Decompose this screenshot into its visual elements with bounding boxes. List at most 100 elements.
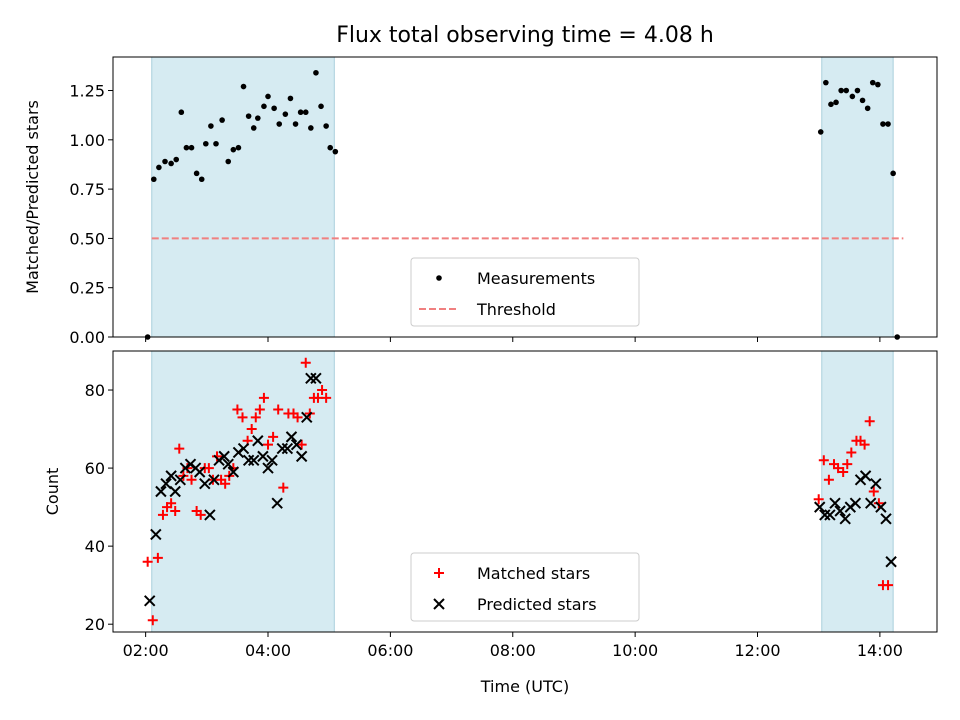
measurement-point bbox=[327, 144, 334, 151]
matched-star-point bbox=[186, 474, 197, 485]
predicted-star-point bbox=[290, 438, 303, 451]
measurement-point bbox=[188, 144, 195, 151]
predicted-star-point bbox=[193, 466, 206, 478]
y-tick-label: 1.00 bbox=[69, 131, 105, 150]
measurement-point bbox=[230, 146, 237, 153]
predicted-star-point bbox=[150, 528, 162, 541]
measurement-point bbox=[323, 123, 329, 129]
matched-star-point bbox=[254, 404, 265, 415]
matched-star-point bbox=[250, 412, 261, 423]
predicted-star-point bbox=[262, 462, 274, 474]
observing-window bbox=[151, 350, 335, 633]
predicted-star-point bbox=[295, 450, 308, 463]
legend: Matched stars Predicted stars bbox=[410, 552, 640, 622]
matched-star-point bbox=[813, 494, 824, 505]
predicted-star-point bbox=[834, 505, 846, 517]
y-tick-label: 0.00 bbox=[69, 328, 105, 347]
matched-star-point bbox=[174, 443, 185, 454]
measurement-point bbox=[208, 123, 214, 129]
y-tick-label: 0.25 bbox=[69, 279, 105, 298]
predicted-star-point bbox=[169, 485, 181, 498]
measurement-point bbox=[292, 121, 299, 127]
predicted-star-point bbox=[285, 431, 298, 443]
matched-star-point bbox=[842, 459, 853, 470]
predicted-star-point bbox=[227, 466, 240, 478]
predicted-star-point bbox=[880, 513, 892, 525]
measurement-point bbox=[198, 176, 205, 183]
predicted-star-point bbox=[252, 435, 264, 447]
measurement-point bbox=[332, 148, 339, 155]
legend-box bbox=[410, 257, 640, 327]
predicted-star-point bbox=[885, 556, 897, 568]
measurement-point bbox=[255, 115, 261, 121]
legend-label: Matched stars bbox=[477, 564, 590, 583]
x-tick-label: 10:00 bbox=[612, 641, 658, 660]
y-tick-label: 80 bbox=[85, 381, 105, 400]
measurement-point bbox=[318, 103, 324, 110]
y-axis-label: Count bbox=[43, 468, 62, 516]
measurement-point bbox=[859, 97, 866, 104]
matched-star-point bbox=[232, 404, 243, 415]
matched-star-point bbox=[864, 416, 875, 427]
measurement-point bbox=[828, 101, 834, 108]
measurement-point bbox=[890, 170, 896, 177]
matched-star-point bbox=[873, 498, 884, 509]
matched-star-point bbox=[220, 478, 231, 489]
measurement-point bbox=[265, 93, 271, 100]
matched-star-point bbox=[833, 463, 844, 474]
measurement-point bbox=[880, 121, 886, 127]
measurement-point bbox=[235, 144, 242, 151]
measurement-point bbox=[150, 176, 157, 183]
predicted-star-point bbox=[208, 474, 220, 486]
measurement-point bbox=[219, 117, 225, 123]
y-tick-label: 40 bbox=[85, 537, 105, 556]
measurement-point bbox=[308, 125, 314, 131]
matched-star-point bbox=[203, 463, 214, 474]
measurement-point bbox=[282, 111, 289, 117]
bottom-panel: 20 40 60 80 02:00 04:00 06:00 08:00 10:00 12:00 14… bbox=[43, 350, 938, 696]
measurement-point bbox=[183, 144, 190, 151]
predicted-star-point bbox=[305, 372, 317, 385]
measurement-point bbox=[162, 158, 168, 165]
legend-marker bbox=[434, 568, 444, 578]
top-panel: 0.00 0.25 0.50 0.75 1.00 1.25 Matched/Predicte… bbox=[23, 56, 938, 347]
matched-star-point bbox=[838, 466, 849, 477]
measurement-point bbox=[168, 160, 174, 167]
matched-star-point bbox=[273, 404, 284, 415]
predicted-star-point bbox=[165, 470, 177, 482]
legend-marker bbox=[436, 275, 442, 281]
predicted-star-point bbox=[281, 442, 294, 455]
measurement-point bbox=[885, 121, 891, 127]
measurement-point bbox=[875, 81, 881, 88]
predicted-star-point bbox=[875, 501, 887, 513]
matched-star-point bbox=[258, 392, 269, 403]
measurement-point bbox=[823, 79, 829, 86]
x-tick-label: 08:00 bbox=[490, 641, 536, 660]
predicted-star-point bbox=[218, 450, 230, 463]
matched-star-point bbox=[321, 392, 332, 403]
y-tick-label: 0.50 bbox=[69, 229, 105, 248]
x-tick-label: 14:00 bbox=[857, 641, 903, 660]
matched-star-point bbox=[296, 439, 307, 450]
matched-star-point bbox=[278, 482, 289, 493]
measurement-point bbox=[178, 109, 185, 116]
matched-star-point bbox=[142, 556, 153, 567]
predicted-star-point bbox=[829, 497, 841, 509]
chart-title: Flux total observing time = 4.08 h bbox=[336, 23, 714, 48]
measurement-point bbox=[313, 69, 319, 76]
measurement-point bbox=[271, 105, 277, 112]
predicted-star-point bbox=[310, 372, 322, 385]
predicted-star-point bbox=[301, 411, 313, 424]
predicted-star-point bbox=[242, 454, 255, 466]
measurement-point bbox=[302, 109, 309, 116]
predicted-star-point bbox=[204, 509, 216, 521]
predicted-star-point bbox=[257, 450, 269, 463]
predicted-star-point bbox=[160, 477, 172, 490]
matched-star-point bbox=[883, 580, 894, 591]
measurement-point bbox=[250, 125, 257, 131]
matched-star-point bbox=[292, 412, 303, 423]
measurement-point bbox=[817, 129, 824, 135]
measurement-point bbox=[213, 140, 219, 147]
matched-star-point bbox=[818, 455, 829, 466]
